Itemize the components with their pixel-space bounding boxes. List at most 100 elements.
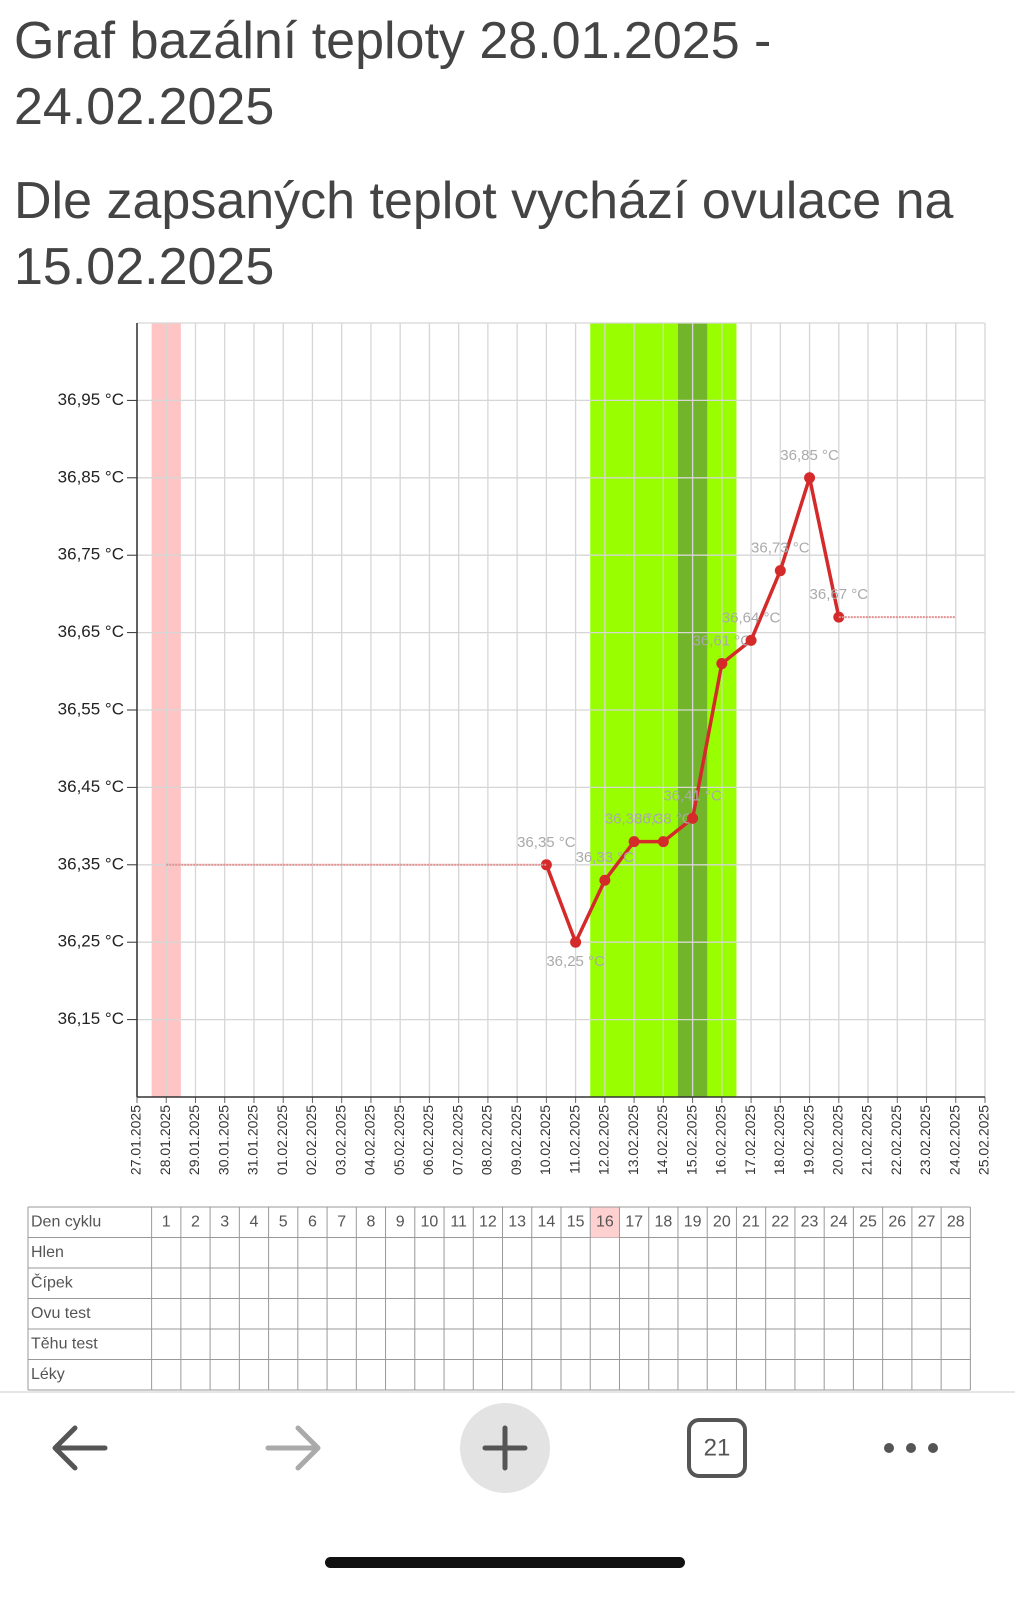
x-tick-label: 31.01.2025 [245, 1105, 261, 1175]
value-label: 36,35 °C [517, 834, 576, 851]
x-tick-label: 28.01.2025 [157, 1105, 173, 1175]
forward-button[interactable] [265, 1425, 321, 1471]
day-number: 27 [918, 1213, 936, 1230]
day-number: 8 [366, 1213, 375, 1230]
day-number: 7 [337, 1213, 346, 1230]
x-tick-label: 07.02.2025 [449, 1105, 465, 1175]
day-number: 17 [625, 1213, 643, 1230]
day-number: 9 [396, 1213, 405, 1230]
tabs-button[interactable]: 21 [687, 1418, 747, 1478]
day-number: 21 [742, 1213, 760, 1230]
value-label: 36,61 °C [693, 633, 752, 650]
day-number: 12 [479, 1213, 497, 1230]
day-number: 4 [250, 1213, 259, 1230]
value-label: 36,38 °C [634, 811, 693, 828]
x-tick-label: 08.02.2025 [479, 1105, 495, 1175]
day-number: 11 [450, 1213, 467, 1230]
x-tick-label: 29.01.2025 [186, 1105, 202, 1175]
page-title: Graf bazální teploty 28.01.2025 - 24.02.… [14, 12, 772, 136]
x-tick-label: 06.02.2025 [420, 1105, 436, 1175]
x-tick-label: 01.02.2025 [274, 1105, 290, 1175]
x-tick-label: 19.02.2025 [800, 1105, 816, 1175]
y-tick-label: 36,35 °C [58, 854, 124, 873]
day-number: 6 [308, 1213, 317, 1230]
day-number: 15 [567, 1213, 585, 1230]
data-point [657, 836, 669, 848]
chart-area: 27.01.2025 28.01.2025 29.01.2025 30.01.2025… [58, 322, 992, 1175]
data-point [687, 812, 699, 824]
value-label: 36,85 °C [780, 447, 839, 464]
x-tick-label: 22.02.2025 [888, 1105, 904, 1175]
data-point [804, 472, 816, 484]
x-tick-label: 16.02.2025 [713, 1105, 729, 1175]
row-label: Čípek [31, 1272, 74, 1291]
data-point [774, 565, 786, 577]
x-tick-label: 14.02.2025 [654, 1105, 670, 1175]
x-tick-label: 12.02.2025 [596, 1105, 612, 1175]
data-point [599, 874, 611, 886]
menu-button[interactable] [884, 1443, 938, 1453]
home-indicator [325, 1557, 685, 1568]
day-number: 2 [191, 1213, 200, 1230]
y-tick-label: 36,95 °C [58, 390, 124, 409]
x-tick-label: 11.02.2025 [566, 1105, 582, 1174]
x-tick-label: 05.02.2025 [391, 1105, 407, 1175]
day-number: 20 [713, 1213, 731, 1230]
new-tab-button[interactable] [460, 1403, 550, 1493]
y-tick-label: 36,45 °C [58, 777, 124, 796]
x-tick-label: 30.01.2025 [215, 1105, 231, 1175]
value-label: 36,33 °C [576, 849, 635, 866]
day-number: 16 [596, 1213, 614, 1230]
y-tick-label: 36,65 °C [58, 622, 124, 641]
day-number: 28 [947, 1213, 965, 1230]
x-tick-label: 24.02.2025 [946, 1105, 962, 1175]
day-number: 25 [859, 1213, 877, 1230]
day-number: 13 [508, 1213, 526, 1230]
value-label: 36,38 °C [605, 811, 664, 828]
day-number: 18 [654, 1213, 672, 1230]
day-number: 26 [888, 1213, 906, 1230]
x-tick-label: 25.02.2025 [976, 1105, 992, 1175]
tab-count: 21 [704, 1434, 731, 1461]
day-number: 14 [537, 1213, 555, 1230]
value-label: 36,41 °C [663, 787, 722, 804]
x-tick-label: 18.02.2025 [771, 1105, 787, 1175]
value-label: 36,25 °C [546, 953, 605, 970]
x-tick-label: 02.02.2025 [303, 1105, 319, 1175]
day-number: 10 [421, 1213, 439, 1230]
x-tick-label: 09.02.2025 [508, 1105, 524, 1175]
x-tick-label: 03.02.2025 [332, 1105, 348, 1175]
x-tick-label: 04.02.2025 [362, 1105, 378, 1175]
x-tick-label: 21.02.2025 [859, 1105, 875, 1175]
data-point [745, 634, 757, 646]
x-tick-label: 13.02.2025 [625, 1105, 641, 1175]
highlighted-cell [590, 1207, 620, 1238]
data-point [570, 936, 582, 948]
x-tick-label: 17.02.2025 [742, 1105, 758, 1175]
y-tick-label: 36,25 °C [58, 932, 124, 951]
x-tick-label: 20.02.2025 [829, 1105, 845, 1175]
value-label: 36,64 °C [722, 609, 781, 626]
day-number: 1 [162, 1213, 171, 1230]
x-tick-label: 15.02.2025 [683, 1105, 699, 1175]
page-subtitle: Dle zapsaných teplot vychází ovulace na … [14, 172, 954, 296]
day-number: 23 [801, 1213, 819, 1230]
y-tick-label: 36,85 °C [58, 467, 124, 486]
data-point [628, 836, 640, 848]
x-tick-label: 27.01.2025 [128, 1105, 144, 1175]
day-number: 22 [771, 1213, 789, 1230]
day-number: 24 [830, 1213, 848, 1230]
x-tick-label: 10.02.2025 [537, 1105, 553, 1175]
row-label: Ovu test [31, 1305, 91, 1322]
row-label: Den cyklu [31, 1213, 101, 1230]
row-label: Léky [31, 1366, 65, 1383]
back-button[interactable] [52, 1425, 108, 1471]
value-label: 36,73 °C [751, 540, 810, 557]
row-label: Těhu test [31, 1335, 98, 1352]
row-label: Hlen [31, 1244, 64, 1261]
value-label: 36,67 °C [810, 586, 869, 603]
data-point [540, 859, 552, 871]
